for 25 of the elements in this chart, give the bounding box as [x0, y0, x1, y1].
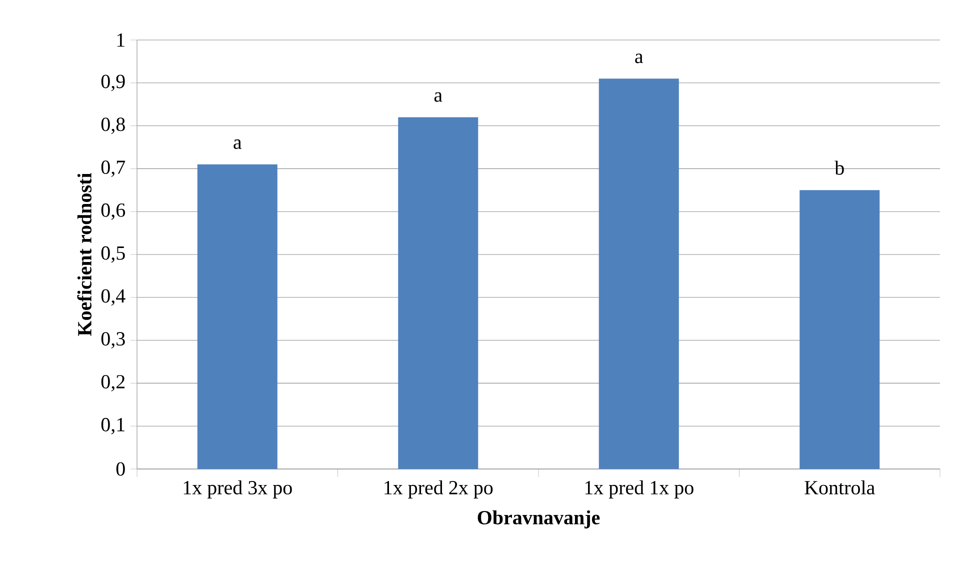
y-tick-label: 1 — [117, 33, 124, 47]
bar — [800, 190, 880, 469]
y-tick-label: 0,1 — [101, 418, 124, 434]
bar — [598, 78, 679, 469]
x-axis-title: Obravnavanje — [478, 510, 600, 528]
y-axis-title: Koeficient rodnosti — [77, 173, 92, 336]
x-tick-label: Kontrola — [804, 480, 875, 494]
y-tick-label: 0,2 — [101, 375, 125, 392]
y-tick-label: 0,7 — [101, 160, 126, 177]
annotation: a — [635, 54, 644, 64]
y-tick-label: 0,4 — [101, 289, 126, 306]
y-tick-label: 0,9 — [101, 74, 125, 92]
y-tick-label: 0,6 — [101, 203, 126, 220]
y-tick-label: 0,3 — [101, 332, 125, 348]
annotation: a — [234, 139, 242, 150]
y-tick-label: 0,5 — [101, 246, 125, 263]
bar — [398, 117, 478, 469]
x-tick-label: 1x pred 1x po — [585, 480, 694, 499]
y-tick-label: 0 — [116, 462, 125, 476]
y-tick-label: 0,8 — [101, 118, 125, 134]
annotation: a — [434, 92, 442, 102]
bar — [197, 164, 278, 469]
x-tick-label: 1x pred 3x po — [184, 480, 292, 499]
annotation: b — [834, 160, 844, 175]
x-tick-label: 1x pred 2x po — [384, 480, 493, 499]
